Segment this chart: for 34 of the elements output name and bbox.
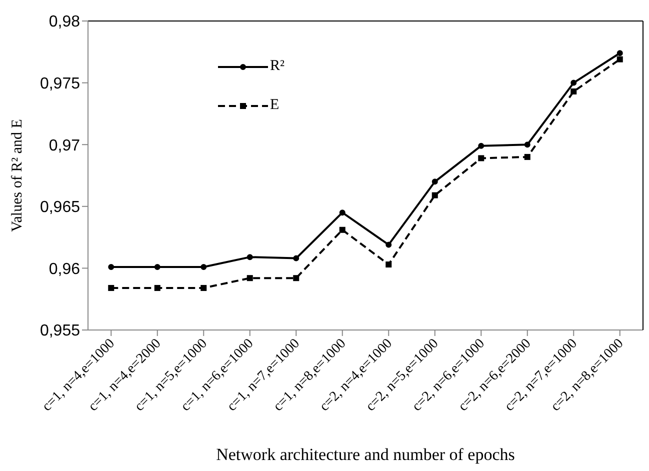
point [108, 284, 114, 291]
point [432, 178, 438, 185]
point [524, 142, 530, 148]
point [524, 154, 530, 160]
x-axis-title: Network architecture and number of epochs [216, 445, 515, 464]
y-tick-label: 0,98 [48, 14, 80, 31]
y-axis-title: Values of R² and E [9, 119, 26, 232]
point [570, 80, 577, 86]
point [339, 210, 346, 216]
point [154, 264, 160, 270]
y-tick-label: 0,97 [48, 137, 80, 154]
point [386, 261, 392, 268]
point [616, 50, 623, 56]
point [339, 226, 346, 233]
y-tick-label: 0,965 [40, 199, 80, 216]
point [570, 88, 577, 94]
y-tick-label: 0,975 [40, 75, 80, 92]
point [386, 242, 392, 248]
y-tick-label: 0,955 [40, 322, 80, 340]
point [478, 142, 484, 149]
point [108, 264, 114, 270]
point [246, 275, 253, 282]
point [432, 192, 438, 198]
point [293, 275, 300, 282]
point [616, 56, 623, 62]
point [293, 255, 300, 262]
point [246, 254, 253, 260]
point [478, 155, 484, 162]
point [200, 264, 207, 270]
legend-label: R² [270, 58, 285, 75]
legend-label: E [270, 97, 280, 114]
point [154, 284, 160, 291]
y-tick-label: 0,96 [48, 260, 80, 278]
point [200, 284, 207, 291]
